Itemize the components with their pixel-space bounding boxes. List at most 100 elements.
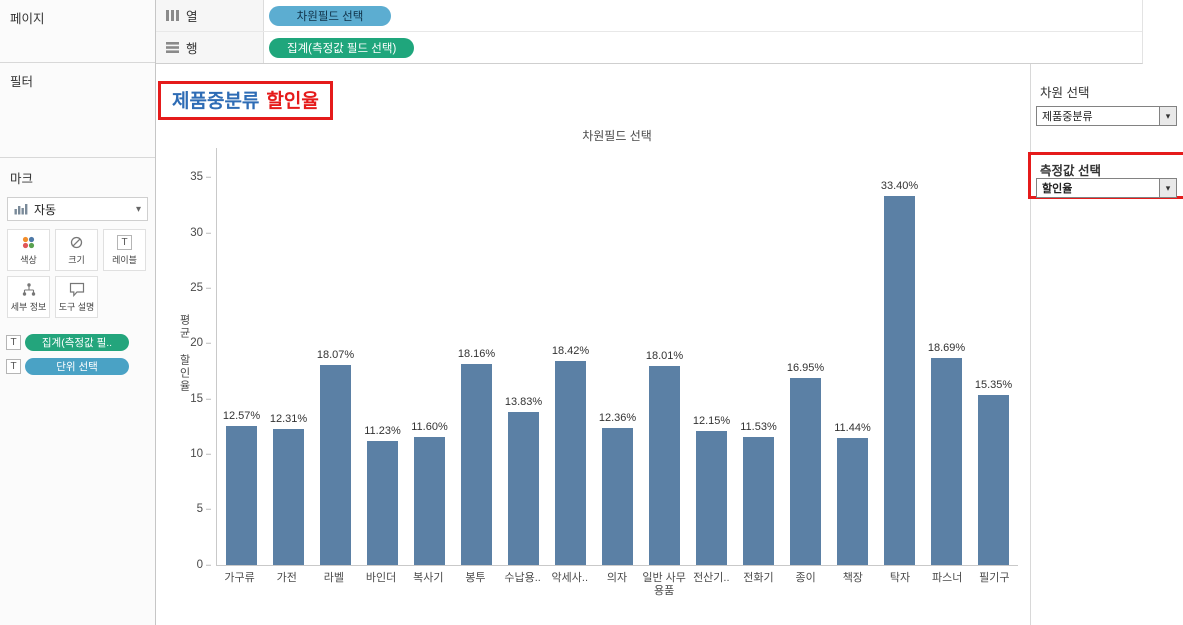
x-axis-label: 가구류	[224, 572, 255, 584]
bar-전산기..[interactable]: 12.15%	[688, 148, 735, 565]
columns-pill[interactable]: 차원필드 선택	[269, 5, 391, 26]
bar-일반 사무용품[interactable]: 18.01%	[641, 148, 688, 565]
bar-value-label: 16.95%	[786, 362, 825, 374]
bar-value-label: 12.36%	[598, 412, 637, 424]
y-axis-tick: 30	[167, 227, 211, 240]
rows-shelf-label: 행	[186, 42, 198, 56]
marks-pill-aggregation[interactable]: 집계(측정값 필..	[25, 334, 129, 351]
bar-rect[interactable]	[320, 365, 351, 565]
bar-rect[interactable]	[790, 378, 821, 565]
bar-전화기[interactable]: 11.53%	[735, 148, 782, 565]
pages-shelf[interactable]: 페이지	[0, 0, 155, 63]
sheet-title-dimension: 제품중분류	[172, 91, 260, 112]
bar-rect[interactable]	[743, 437, 774, 565]
marks-pill-unit-select[interactable]: 단위 선택	[25, 358, 129, 375]
chart-title: 차원필드 선택	[582, 129, 652, 143]
bar-value-label: 11.44%	[834, 422, 871, 434]
bar-value-label: 12.15%	[692, 415, 731, 427]
bar-가구류[interactable]: 12.57%	[218, 148, 265, 565]
bar-rect[interactable]	[649, 366, 680, 565]
size-button-label: 크기	[68, 254, 85, 265]
rows-shelf[interactable]: 행	[156, 32, 264, 63]
y-axis-tick: 5	[167, 503, 211, 516]
dimension-select-label: 차원 선택	[1040, 86, 1090, 100]
marks-pill-row: T 단위 선택	[6, 358, 149, 375]
bar-파스너[interactable]: 18.69%	[923, 148, 970, 565]
text-mark-icon: T	[6, 359, 21, 374]
y-axis-title: 평균 할인율	[178, 314, 190, 393]
bar-rect[interactable]	[602, 428, 633, 565]
measure-select-dropdown[interactable]: 할인율 ▾	[1036, 178, 1177, 198]
columns-shelf-track[interactable]: 차원필드 선택	[264, 0, 1142, 31]
size-button[interactable]: 크기	[55, 229, 98, 271]
columns-shelf-label: 열	[186, 10, 198, 24]
bar-value-label: 11.60%	[411, 421, 448, 433]
tooltip-icon	[69, 282, 85, 297]
bar-rect[interactable]	[884, 196, 915, 565]
x-axis-label: 복사기	[413, 572, 444, 584]
bar-value-label: 13.83%	[504, 396, 543, 408]
label-button[interactable]: T 레이블	[103, 229, 146, 271]
bar-봉투[interactable]: 18.16%	[453, 148, 500, 565]
color-button[interactable]: 색상	[7, 229, 50, 271]
marks-buttons: 색상 크기 T 레이블 세부 정보	[7, 229, 151, 318]
bar-책장[interactable]: 11.44%	[829, 148, 876, 565]
bar-value-label: 18.69%	[927, 342, 966, 354]
bar-rect[interactable]	[837, 438, 868, 565]
filters-shelf-label: 필터	[10, 75, 34, 89]
columns-shelf-row: 열 차원필드 선택	[156, 0, 1142, 32]
color-icon	[21, 235, 36, 250]
bar-rect[interactable]	[508, 412, 539, 565]
bar-바인더[interactable]: 11.23%	[359, 148, 406, 565]
bar-rect[interactable]	[931, 358, 962, 565]
bar-필기구[interactable]: 15.35%	[970, 148, 1017, 565]
dimension-select-dropdown[interactable]: 제품중분류 ▾	[1036, 106, 1177, 126]
bar-chart-icon	[14, 203, 28, 215]
label-icon: T	[117, 234, 132, 250]
bar-rect[interactable]	[696, 431, 727, 565]
bar-라벨[interactable]: 18.07%	[312, 148, 359, 565]
filters-shelf[interactable]: 필터	[0, 63, 155, 158]
marks-pills: T 집계(측정값 필.. T 단위 선택	[0, 334, 155, 375]
bar-rect[interactable]	[367, 441, 398, 565]
rows-shelf-track[interactable]: 집계(측정값 필드 선택)	[264, 32, 1142, 63]
y-axis-tick: 15	[167, 393, 211, 405]
bar-탁자[interactable]: 33.40%	[876, 148, 923, 565]
bar-악세사..[interactable]: 18.42%	[547, 148, 594, 565]
bar-rect[interactable]	[414, 437, 445, 565]
bar-수납용..[interactable]: 13.83%	[500, 148, 547, 565]
columns-shelf[interactable]: 열	[156, 0, 264, 31]
mark-type-dropdown[interactable]: 자동 ▾	[7, 197, 148, 221]
bar-rect[interactable]	[461, 364, 492, 565]
bar-rect[interactable]	[555, 361, 586, 565]
x-axis-label: 악세사..	[551, 572, 589, 584]
parameter-panel: 차원 선택 제품중분류 ▾ 측정값 선택 할인율 ▾	[1028, 64, 1183, 625]
chevron-down-icon: ▾	[135, 203, 141, 215]
bar-rect[interactable]	[273, 429, 304, 565]
bar-가전[interactable]: 12.31%	[265, 148, 312, 565]
bar-의자[interactable]: 12.36%	[594, 148, 641, 565]
chevron-down-icon[interactable]: ▾	[1159, 107, 1176, 125]
bar-value-label: 18.01%	[645, 350, 684, 362]
detail-button[interactable]: 세부 정보	[7, 276, 50, 318]
bar-rect[interactable]	[226, 426, 257, 565]
sheet-title-measure: 할인율	[266, 91, 319, 112]
tooltip-button-label: 도구 설명	[58, 301, 95, 312]
x-axis-label: 책장	[842, 572, 863, 584]
bar-value-label: 11.53%	[740, 421, 777, 433]
pages-shelf-label: 페이지	[10, 12, 45, 26]
bar-rect[interactable]	[978, 395, 1009, 565]
y-axis-tick: 10	[167, 448, 211, 461]
chevron-down-icon[interactable]: ▾	[1159, 179, 1176, 197]
rows-pill[interactable]: 집계(측정값 필드 선택)	[269, 37, 415, 58]
sheet-title-annotation-box: 제품중분류 할인율	[158, 81, 333, 120]
x-axis-label: 가전	[276, 572, 297, 584]
bar-복사기[interactable]: 11.60%	[406, 148, 453, 565]
bar-value-label: 12.31%	[269, 413, 308, 425]
x-axis-label: 파스너	[931, 572, 963, 584]
measure-select-label: 측정값 선택	[1040, 164, 1101, 178]
bar-종이[interactable]: 16.95%	[782, 148, 829, 565]
tooltip-button[interactable]: 도구 설명	[55, 276, 98, 318]
size-icon	[69, 235, 84, 250]
dimension-select-value: 제품중분류	[1042, 111, 1093, 123]
